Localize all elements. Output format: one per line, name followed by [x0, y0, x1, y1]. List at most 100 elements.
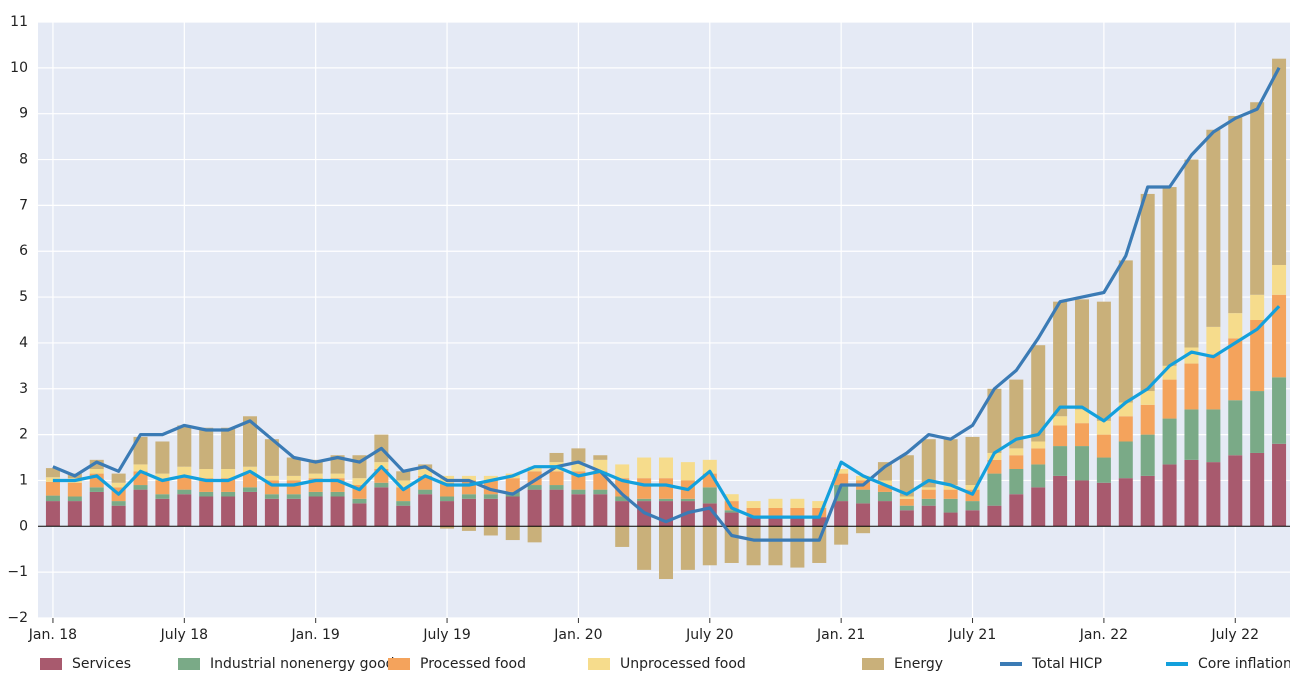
bar-segment [264, 494, 279, 499]
bar-segment [1009, 379, 1024, 449]
bar-segment [221, 427, 236, 469]
bar-segment [111, 482, 126, 488]
bar-segment [396, 501, 411, 506]
bar-segment [812, 517, 827, 527]
bar-segment [440, 526, 455, 529]
bar-segment [396, 471, 411, 481]
bar-segment [396, 505, 411, 527]
x-tick-label: July 21 [948, 627, 996, 643]
bar-segment [418, 494, 433, 527]
bar-segment [834, 501, 849, 527]
bar-segment [155, 498, 170, 527]
bar-segment [1206, 129, 1221, 327]
bar-segment [286, 457, 301, 476]
bar-segment [615, 464, 630, 479]
bar-segment [1184, 363, 1199, 410]
bar-segment [418, 489, 433, 495]
bar-segment [264, 439, 279, 476]
bar-segment [987, 388, 1002, 453]
bar-segment [242, 473, 258, 488]
bar-segment [658, 526, 674, 580]
x-tick-label: Jan. 20 [553, 627, 602, 643]
bar-segment [396, 480, 411, 488]
bar-segment [308, 459, 323, 474]
bar-segment [571, 448, 586, 463]
bar-segment [1031, 464, 1046, 488]
bar-segment [45, 501, 60, 527]
legend-swatch [40, 658, 62, 670]
bar-segment [483, 498, 498, 527]
bar-segment [286, 475, 301, 481]
bar-segment [658, 498, 674, 502]
bar-segment [1228, 400, 1243, 456]
bar-segment [67, 482, 82, 497]
x-tick-label: July 22 [1211, 627, 1259, 643]
x-tick-label: July 18 [160, 627, 208, 643]
bar-segment [352, 503, 367, 527]
bar-segment [965, 485, 980, 490]
bar-segment [834, 469, 849, 474]
y-tick-label: 9 [19, 106, 28, 122]
bar-segment [965, 501, 980, 511]
bar-segment [111, 505, 126, 527]
bar-segment [111, 473, 126, 483]
bar-segment [199, 496, 214, 527]
bar-segment [943, 485, 958, 490]
bar-segment [1118, 441, 1133, 479]
y-tick-label: 10 [10, 60, 28, 76]
bar-segment [790, 498, 805, 508]
bar-segment [45, 481, 60, 496]
bar-segment [461, 494, 476, 499]
bar-segment [1140, 404, 1155, 435]
legend-label: Core inflation [1198, 656, 1290, 672]
bar-segment [1228, 115, 1243, 314]
bar-segment [1118, 416, 1133, 442]
bar-segment [1162, 187, 1177, 366]
bar-segment [264, 498, 279, 527]
bar-segment [768, 517, 783, 527]
bar-segment [1096, 301, 1111, 421]
bar-segment [1053, 446, 1068, 476]
bar-segment [658, 457, 674, 479]
bar-segment [549, 471, 564, 486]
bar-segment [1206, 409, 1221, 463]
y-tick-label: −2 [7, 610, 28, 626]
bar-segment [1250, 320, 1265, 392]
bar-segment [637, 457, 652, 479]
bar-segment [45, 468, 60, 478]
bar-segment [1272, 294, 1287, 378]
bar-segment [1206, 326, 1221, 355]
bar-segment [921, 487, 936, 490]
bar-segment [965, 436, 980, 486]
bar-segment [221, 469, 236, 479]
bar-segment [790, 526, 805, 568]
bar-segment [571, 462, 586, 472]
bar-segment [943, 439, 958, 486]
bar-segment [1053, 416, 1068, 426]
bar-segment [593, 459, 608, 472]
bar-segment [1206, 354, 1221, 410]
bar-segment [1074, 480, 1090, 527]
bar-segment [987, 505, 1002, 527]
bar-segment [418, 469, 433, 476]
bar-segment [571, 489, 586, 495]
bar-segment [1053, 475, 1068, 527]
bar-segment [1074, 423, 1090, 447]
bar-segment [768, 526, 783, 566]
bar-segment [724, 512, 739, 527]
bar-segment [724, 510, 739, 513]
bar-segment [702, 526, 717, 566]
bar-segment [527, 485, 542, 490]
bar-segment [89, 469, 104, 474]
bar-segment [680, 498, 695, 502]
bar-segment [812, 501, 827, 508]
bar-segment [1184, 409, 1199, 460]
bar-segment [177, 475, 192, 490]
bar-segment [177, 489, 192, 495]
y-tick-label: 0 [19, 518, 28, 534]
bar-segment [286, 498, 301, 527]
bar-segment [440, 496, 455, 502]
bar-segment [921, 498, 936, 506]
bar-segment [637, 498, 652, 502]
